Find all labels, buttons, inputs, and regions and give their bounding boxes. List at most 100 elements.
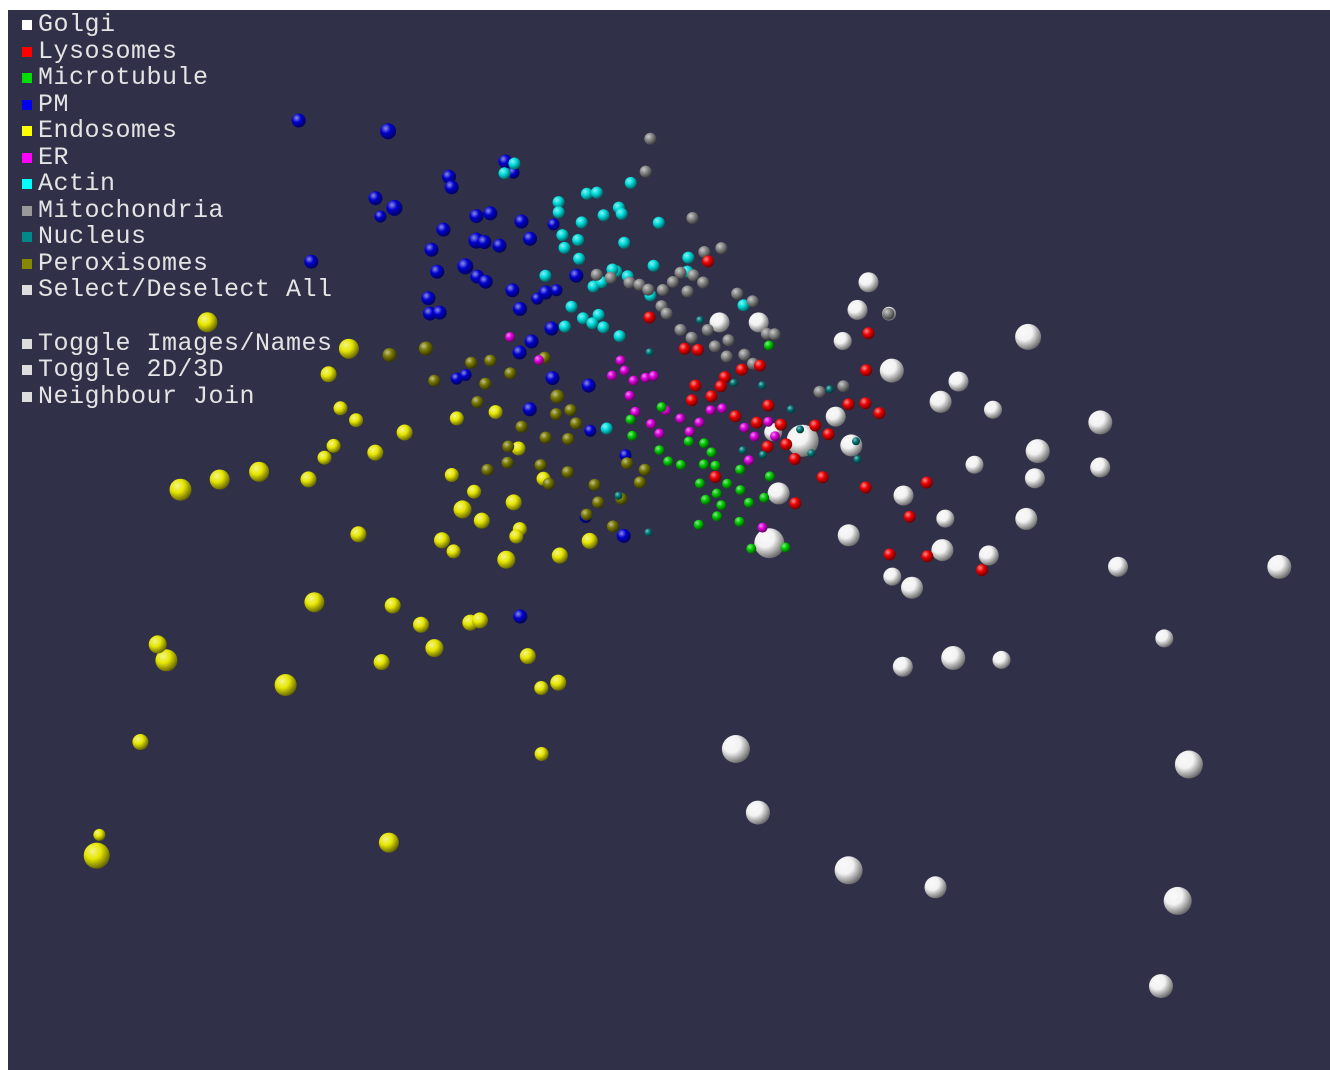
- actin-sphere[interactable]: [573, 252, 586, 265]
- pm-sphere[interactable]: [584, 424, 597, 437]
- lysosomes-sphere[interactable]: [809, 419, 822, 432]
- peroxisomes-sphere[interactable]: [550, 408, 563, 421]
- lysosomes-sphere[interactable]: [921, 550, 934, 563]
- microtubule-sphere[interactable]: [746, 543, 757, 554]
- golgi-sphere[interactable]: [767, 482, 790, 505]
- golgi-sphere[interactable]: [893, 485, 914, 506]
- lysosomes-sphere[interactable]: [822, 428, 835, 441]
- mitochondria-sphere[interactable]: [633, 278, 646, 291]
- actin-sphere[interactable]: [565, 300, 578, 313]
- mitochondria-sphere[interactable]: [722, 334, 735, 347]
- microtubule-sphere[interactable]: [699, 438, 710, 449]
- endosomes-sphere[interactable]: [209, 469, 230, 490]
- endosomes-sphere[interactable]: [350, 526, 367, 543]
- mitochondria-sphere[interactable]: [698, 246, 711, 258]
- mitochondria-sphere[interactable]: [681, 285, 694, 298]
- er-sphere[interactable]: [615, 355, 626, 366]
- select-deselect-all-button[interactable]: Select/Deselect All: [22, 277, 333, 304]
- golgi-sphere[interactable]: [1015, 507, 1038, 530]
- mitochondria-sphere[interactable]: [660, 307, 673, 320]
- endosomes-sphere[interactable]: [349, 413, 364, 428]
- golgi-sphere[interactable]: [883, 567, 902, 586]
- pm-sphere[interactable]: [492, 238, 507, 253]
- pm-sphere[interactable]: [616, 528, 631, 543]
- golgi-sphere[interactable]: [1088, 410, 1113, 435]
- er-sphere[interactable]: [648, 370, 659, 381]
- peroxisomes-sphere[interactable]: [550, 389, 565, 404]
- microtubule-sphere[interactable]: [710, 460, 721, 471]
- microtubule-sphere[interactable]: [700, 494, 711, 505]
- endosomes-sphere[interactable]: [274, 674, 297, 696]
- pm-sphere[interactable]: [380, 123, 397, 140]
- endosomes-sphere[interactable]: [434, 532, 450, 549]
- pm-sphere[interactable]: [386, 199, 403, 216]
- peroxisomes-sphere[interactable]: [418, 341, 433, 356]
- mitochondria-sphere[interactable]: [590, 268, 603, 281]
- lysosomes-sphere[interactable]: [750, 416, 763, 429]
- endosomes-sphere[interactable]: [511, 441, 526, 456]
- peroxisomes-sphere[interactable]: [465, 356, 478, 369]
- microtubule-sphere[interactable]: [694, 478, 705, 489]
- pm-sphere[interactable]: [514, 214, 529, 229]
- peroxisomes-sphere[interactable]: [479, 377, 492, 390]
- actin-sphere[interactable]: [577, 312, 589, 325]
- er-sphere[interactable]: [606, 370, 617, 381]
- lysosomes-sphere[interactable]: [678, 342, 691, 355]
- endosomes-sphere[interactable]: [338, 338, 359, 359]
- pm-sphere[interactable]: [457, 258, 474, 275]
- actin-sphere[interactable]: [615, 207, 628, 220]
- nucleus-sphere[interactable]: [853, 455, 862, 464]
- endosomes-sphere[interactable]: [449, 411, 464, 426]
- peroxisomes-sphere[interactable]: [504, 367, 517, 380]
- endosomes-sphere[interactable]: [519, 648, 536, 665]
- mitochondria-sphere[interactable]: [746, 295, 759, 308]
- legend-item-lysosomes[interactable]: Lysosomes: [22, 38, 333, 66]
- lysosomes-sphere[interactable]: [859, 397, 872, 410]
- pm-sphere[interactable]: [522, 402, 537, 417]
- golgi-sphere[interactable]: [721, 735, 750, 763]
- microtubule-sphere[interactable]: [735, 464, 746, 475]
- golgi-sphere[interactable]: [847, 299, 868, 320]
- er-sphere[interactable]: [770, 431, 780, 442]
- er-sphere[interactable]: [675, 413, 686, 424]
- endosomes-sphere[interactable]: [505, 494, 522, 511]
- er-sphere[interactable]: [744, 455, 754, 466]
- golgi-sphere[interactable]: [786, 424, 819, 457]
- golgi-sphere[interactable]: [825, 406, 846, 427]
- er-sphere[interactable]: [654, 428, 665, 439]
- microtubule-sphere[interactable]: [675, 459, 686, 470]
- golgi-sphere[interactable]: [1108, 556, 1128, 577]
- lysosomes-sphere[interactable]: [774, 418, 787, 431]
- endosomes-sphere[interactable]: [373, 654, 390, 671]
- mitochondria-sphere[interactable]: [882, 307, 895, 320]
- peroxisomes-sphere[interactable]: [606, 520, 619, 533]
- mitochondria-sphere[interactable]: [674, 266, 687, 279]
- endosomes-sphere[interactable]: [249, 461, 270, 482]
- mitochondria-sphere[interactable]: [715, 242, 728, 255]
- pm-sphere[interactable]: [513, 609, 528, 624]
- endosomes-sphere[interactable]: [550, 674, 567, 691]
- mitochondria-sphere[interactable]: [656, 284, 669, 296]
- microtubule-sphere[interactable]: [763, 340, 774, 351]
- actin-sphere[interactable]: [597, 209, 610, 222]
- nucleus-sphere[interactable]: [852, 437, 860, 446]
- peroxisomes-sphere[interactable]: [569, 417, 582, 430]
- actin-sphere[interactable]: [552, 206, 565, 219]
- peroxisomes-sphere[interactable]: [539, 431, 552, 444]
- pm-sphere[interactable]: [483, 206, 498, 221]
- golgi-sphere[interactable]: [745, 800, 770, 825]
- peroxisomes-sphere[interactable]: [638, 463, 651, 476]
- endosomes-sphere[interactable]: [413, 616, 429, 633]
- pm-sphere[interactable]: [581, 378, 596, 393]
- golgi-sphere[interactable]: [929, 390, 952, 413]
- pm-sphere[interactable]: [531, 292, 544, 305]
- lysosomes-sphere[interactable]: [780, 438, 793, 451]
- endosomes-sphere[interactable]: [534, 747, 549, 761]
- endosomes-sphere[interactable]: [169, 478, 192, 501]
- lysosomes-sphere[interactable]: [859, 481, 872, 494]
- microtubule-sphere[interactable]: [711, 488, 722, 499]
- actin-sphere[interactable]: [682, 251, 695, 264]
- endosomes-sphere[interactable]: [155, 649, 178, 672]
- endosomes-sphere[interactable]: [467, 484, 482, 499]
- endosomes-sphere[interactable]: [453, 500, 472, 519]
